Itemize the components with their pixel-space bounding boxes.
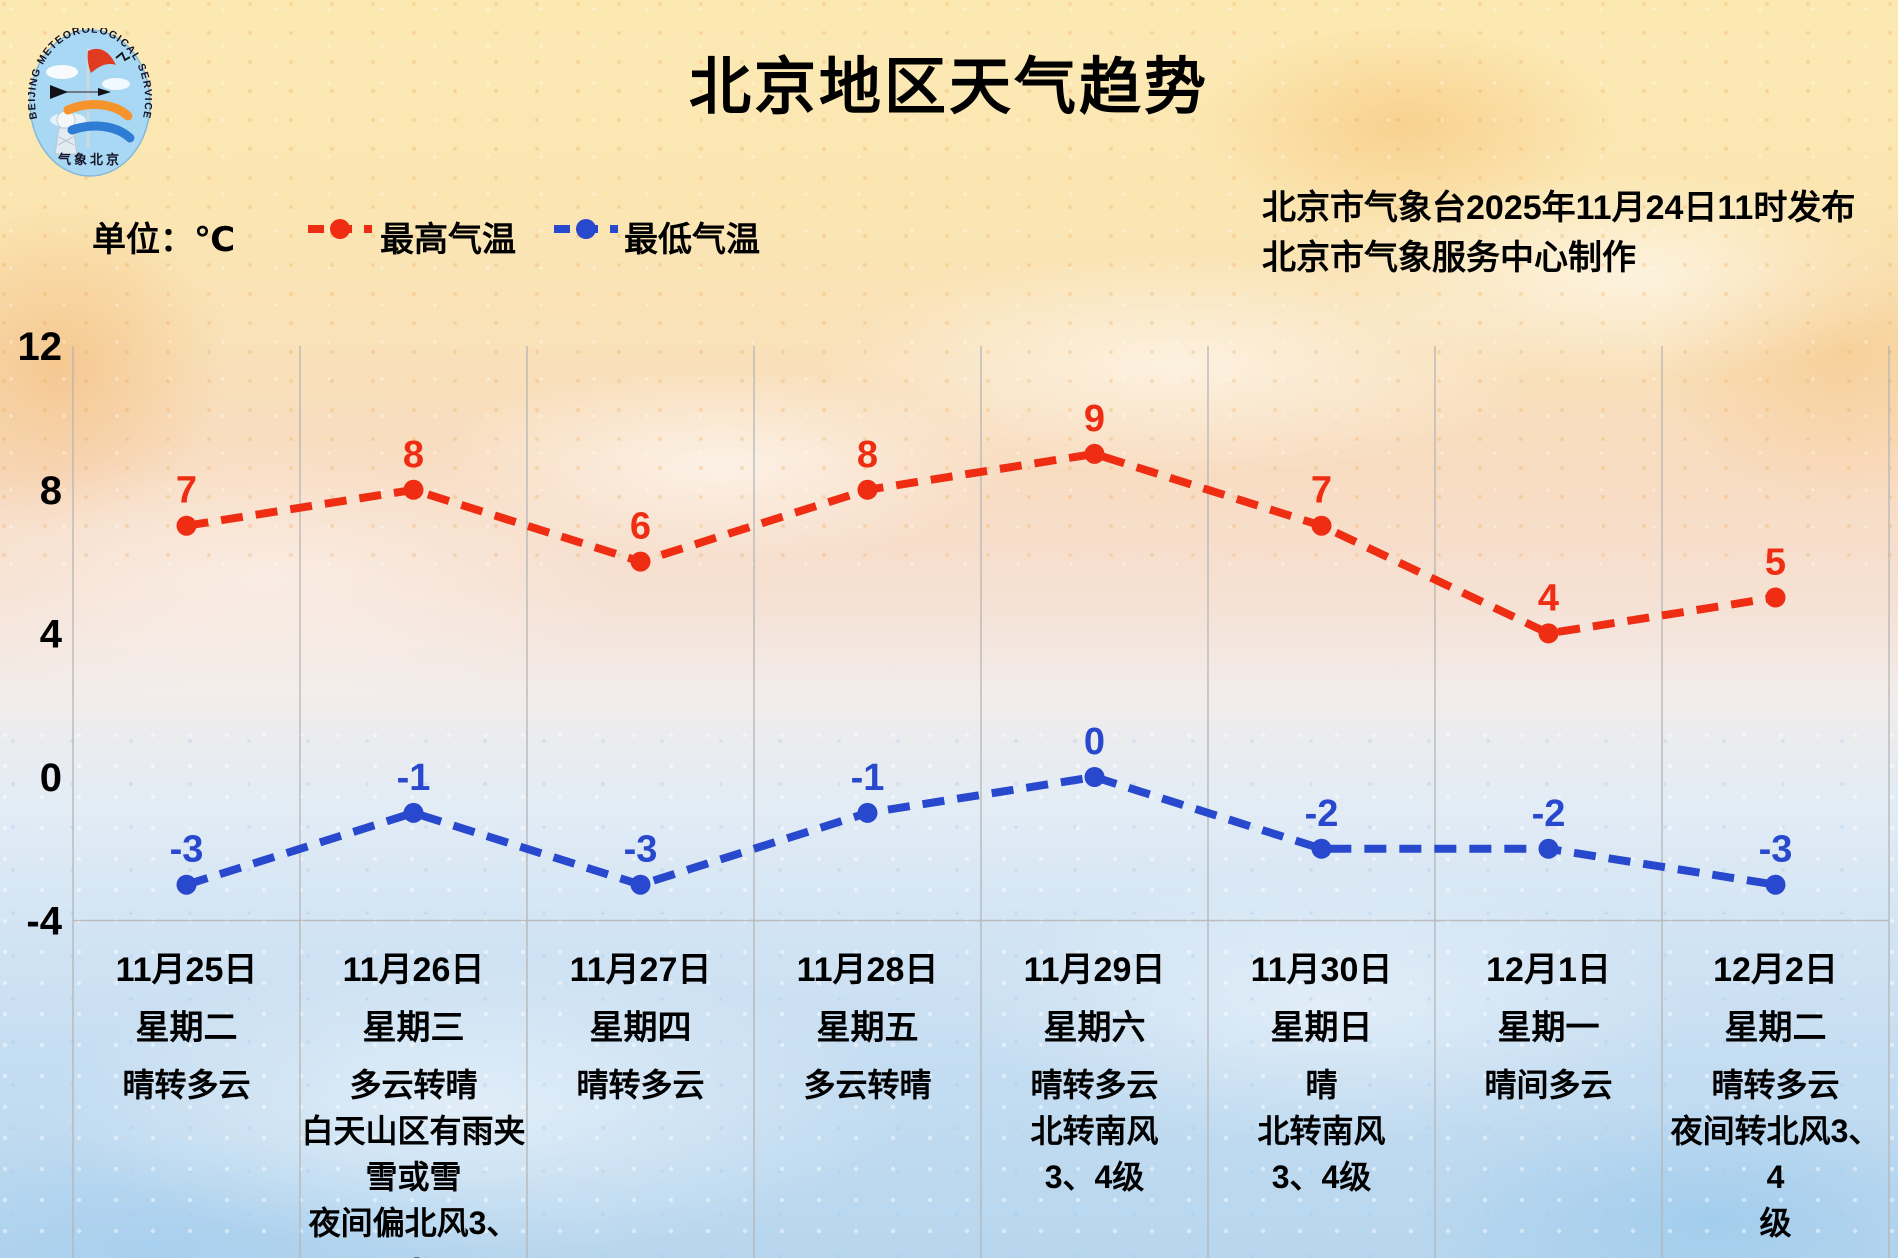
low-temp-line [185, 772, 1777, 889]
low-temp-point [1765, 874, 1786, 895]
day-column: 11月30日 星期日晴 北转南风 3、4级 [1208, 948, 1435, 1200]
low-temp-value-label: -3 [624, 829, 658, 871]
high-temp-line [185, 449, 1777, 638]
publish-info: 北京市气象台2025年11月24日11时发布 北京市气象服务中心制作 [1262, 183, 1855, 283]
high-temp-point [630, 551, 651, 572]
y-tick-label: 12 [18, 325, 63, 369]
day-weather: 多云转晴 白天山区有雨夹 雪或雪 夜间偏北风3、4 级 [301, 1067, 526, 1258]
high-temp-value-label: 9 [1084, 398, 1105, 440]
low-temp-value-label: -3 [170, 829, 204, 871]
orange-swoosh-icon [63, 100, 133, 121]
low-temp-point [403, 802, 424, 823]
high-temp-value-label: 8 [857, 434, 878, 476]
day-column: 11月29日 星期六晴转多云 北转南风 3、4级 [981, 948, 1208, 1200]
day-column: 11月25日 星期二晴转多云 [73, 948, 300, 1108]
high-temp-value-label: 4 [1538, 577, 1559, 619]
chart-legend: 单位：℃ 最高气温 最低气温 [0, 208, 1898, 259]
high-temp-point [1311, 515, 1332, 536]
publish-line-1: 北京市气象台2025年11月24日11时发布 [1262, 189, 1856, 227]
day-column: 11月27日 星期四晴转多云 [527, 948, 754, 1108]
high-temp-legend-marker [308, 219, 372, 239]
cloud-icon [46, 65, 78, 79]
day-column: 11月28日 星期五多云转晴 [754, 948, 981, 1108]
day-week: 星期六 [1043, 1009, 1146, 1047]
high-temp-point [1765, 587, 1786, 608]
day-week: 星期二 [1724, 1009, 1827, 1047]
high-temp-point [857, 479, 878, 500]
day-date: 11月25日 [115, 951, 258, 989]
day-date: 11月26日 [342, 951, 485, 989]
day-weather: 晴 北转南风 3、4级 [1257, 1067, 1386, 1195]
page-title: 北京地区天气趋势 [688, 53, 1209, 122]
low-temp-legend-marker [554, 219, 618, 239]
high-temp-value-label: 7 [1311, 470, 1332, 512]
day-weather: 晴转多云 北转南风 3、4级 [1030, 1067, 1159, 1195]
day-week: 星期三 [362, 1009, 465, 1047]
low-temp-value-label: -2 [1305, 793, 1339, 835]
day-date: 11月29日 [1023, 951, 1166, 989]
low-temp-point [1311, 838, 1332, 859]
flag-ribbon-icon [87, 48, 116, 73]
high-temp-legend-label: 最高气温 [380, 221, 516, 259]
low-temp-value-label: 0 [1084, 721, 1105, 763]
day-week: 星期一 [1497, 1009, 1600, 1047]
day-date: 12月2日 [1713, 951, 1838, 989]
low-temp-point [1084, 767, 1105, 787]
high-temp-point [1084, 443, 1105, 464]
day-weather: 多云转晴 [803, 1067, 932, 1103]
day-column: 12月2日星期二晴转多云 夜间转北风3、4 级 [1662, 948, 1889, 1246]
high-temp-value-label: 5 [1765, 542, 1786, 584]
day-date: 12月1日 [1486, 951, 1611, 989]
high-temp-point [403, 479, 424, 500]
day-weather: 晴转多云 [576, 1067, 705, 1103]
low-temp-legend-label: 最低气温 [624, 221, 760, 259]
beijing-meteorological-service-logo: BEIJING METEOROLOGICAL SERVICE 气象北京 [28, 28, 152, 177]
day-column: 12月1日星期一晴间多云 [1435, 948, 1662, 1108]
low-temp-point [1538, 838, 1559, 859]
day-weather: 晴转多云 夜间转北风3、4 级 [1670, 1067, 1881, 1241]
day-date: 11月28日 [796, 951, 939, 989]
high-temp-point [1538, 623, 1559, 644]
low-temp-point [857, 802, 878, 823]
high-temp-value-label: 7 [176, 470, 197, 512]
low-temp-point [176, 874, 197, 895]
high-temp-value-label: 8 [403, 434, 424, 476]
low-temp-value-label: -2 [1532, 793, 1566, 835]
publish-line-2: 北京市气象服务中心制作 [1262, 239, 1636, 277]
high-temp-value-label: 6 [630, 506, 651, 548]
day-week: 星期五 [816, 1009, 919, 1047]
day-week: 星期日 [1270, 1009, 1373, 1047]
unit-label: 单位：℃ [92, 221, 236, 259]
day-week: 星期四 [589, 1009, 692, 1047]
wind-vane-icon [50, 48, 111, 148]
cloud-icon [102, 78, 130, 90]
high-temp-point [176, 515, 197, 536]
day-date: 11月27日 [569, 951, 712, 989]
logo-bottom-text: 气象北京 [58, 152, 122, 167]
day-weather: 晴转多云 [122, 1067, 251, 1103]
blue-swoosh-icon [67, 121, 135, 143]
y-tick-label: -4 [26, 900, 62, 944]
y-tick-label: 0 [40, 756, 62, 800]
day-date: 11月30日 [1250, 951, 1393, 989]
low-temp-value-label: -3 [1759, 829, 1793, 871]
low-temp-value-label: -1 [851, 757, 885, 799]
bird-icon [115, 51, 131, 62]
y-tick-label: 4 [40, 612, 63, 656]
day-week: 星期二 [135, 1009, 238, 1047]
y-tick-label: 8 [40, 469, 62, 513]
day-weather: 晴间多云 [1484, 1067, 1613, 1103]
low-temp-value-label: -1 [397, 757, 431, 799]
low-temp-point [630, 874, 651, 895]
